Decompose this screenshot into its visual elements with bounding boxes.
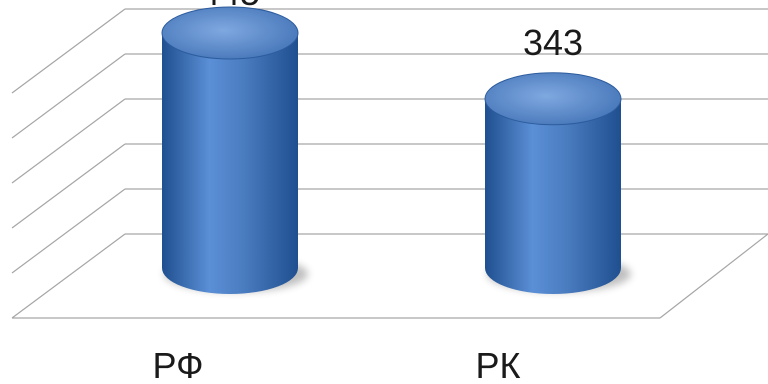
data-label-1: 445 bbox=[200, 0, 260, 13]
bar-top bbox=[484, 72, 622, 126]
category-label-2: РК bbox=[476, 345, 521, 384]
bar-body bbox=[162, 32, 298, 294]
floor-right-edge bbox=[659, 233, 768, 319]
gridline-side bbox=[11, 53, 126, 139]
category-label-1: РФ bbox=[153, 345, 204, 384]
gridline-side bbox=[11, 98, 126, 184]
bar-body bbox=[485, 98, 621, 294]
chart-gridlines bbox=[11, 8, 768, 319]
gridline-side bbox=[11, 188, 126, 274]
bar-top bbox=[161, 6, 299, 60]
bar-2 bbox=[484, 72, 631, 294]
gridline-side bbox=[11, 8, 126, 94]
chart-bars bbox=[161, 6, 631, 294]
bar-1 bbox=[161, 6, 308, 294]
chart-labels: 445 РФ 343 РК bbox=[153, 0, 584, 384]
data-label-2: 343 bbox=[523, 22, 583, 63]
gridline-side bbox=[11, 143, 126, 229]
gridline-side bbox=[11, 233, 126, 319]
